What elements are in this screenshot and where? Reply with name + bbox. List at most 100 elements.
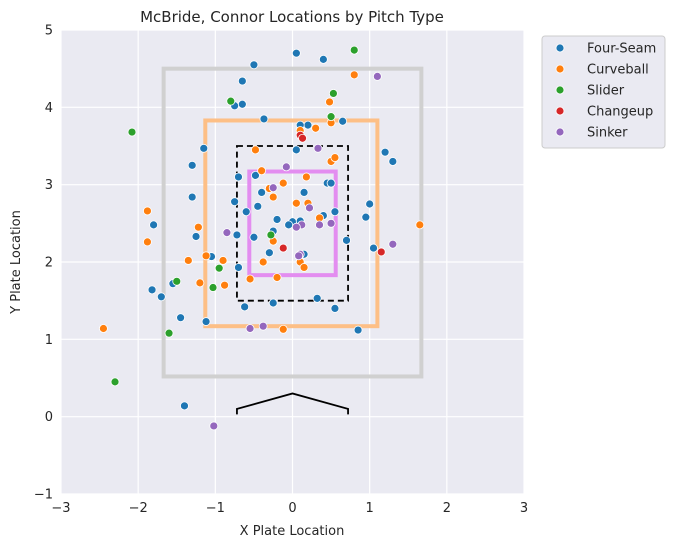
point-four-seam: [353, 325, 363, 335]
point-four-seam: [253, 201, 263, 211]
x-tick-label: −3: [51, 501, 70, 516]
point-four-seam: [180, 401, 189, 411]
point-slider: [127, 127, 137, 137]
point-curveball: [257, 166, 267, 176]
point-curveball: [268, 192, 278, 202]
legend-label-sinker: Sinker: [587, 126, 628, 141]
point-four-seam: [380, 147, 390, 157]
point-four-seam: [259, 114, 269, 124]
y-tick-label: 4: [45, 101, 53, 116]
point-four-seam: [303, 120, 313, 130]
legend: Four-Seam Curveball Slider Changeup Sinker: [541, 35, 666, 149]
point-curveball: [195, 278, 205, 288]
x-tick-label: 1: [366, 501, 374, 516]
point-four-seam: [330, 303, 340, 313]
x-axis-label: X Plate Location: [240, 524, 345, 539]
y-tick-label: 1: [45, 333, 53, 348]
point-sinker: [372, 72, 382, 81]
point-slider: [328, 89, 338, 98]
legend-marker-sinker: [555, 127, 565, 137]
data-points: [99, 45, 425, 431]
legend-marker-slider: [555, 85, 565, 95]
point-four-seam: [237, 99, 247, 109]
x-tick-label: −2: [129, 501, 148, 516]
y-axis-label: Y Plate Location: [9, 210, 24, 315]
point-curveball: [220, 280, 229, 290]
point-four-seam: [230, 197, 240, 207]
point-four-seam: [234, 263, 243, 272]
point-four-seam: [234, 172, 243, 182]
point-sinker: [315, 220, 324, 230]
point-four-seam: [249, 232, 259, 242]
grid: [60, 29, 525, 495]
point-four-seam: [272, 215, 282, 224]
legend-marker-four-seam: [555, 43, 565, 53]
point-sinker: [258, 321, 268, 331]
orange-zone: [203, 118, 380, 329]
point-curveball: [258, 257, 268, 267]
point-changeup: [298, 133, 307, 143]
legend-label-four-seam: Four-Seam: [587, 42, 656, 57]
point-four-seam: [241, 207, 251, 217]
point-curveball: [272, 273, 282, 282]
point-four-seam: [257, 187, 267, 197]
point-curveball: [193, 222, 203, 232]
legend-marker-curveball: [555, 64, 565, 74]
point-four-seam: [284, 220, 294, 230]
point-sinker: [222, 228, 232, 238]
point-sinker: [209, 421, 219, 431]
point-sinker: [388, 239, 398, 249]
point-four-seam: [342, 235, 351, 245]
point-four-seam: [149, 220, 159, 230]
point-four-seam: [318, 54, 328, 64]
point-four-seam: [264, 248, 274, 258]
point-four-seam: [147, 285, 157, 295]
point-four-seam: [249, 60, 259, 70]
point-curveball: [415, 220, 425, 230]
point-four-seam: [191, 232, 201, 241]
point-curveball: [325, 97, 334, 107]
point-slider: [172, 276, 182, 286]
point-four-seam: [176, 313, 186, 323]
point-slider: [349, 45, 359, 55]
point-curveball: [143, 206, 152, 216]
point-curveball: [143, 237, 152, 247]
point-curveball: [278, 178, 288, 188]
x-tick-label: 2: [443, 501, 451, 516]
point-slider: [164, 328, 174, 338]
point-four-seam: [299, 187, 309, 197]
y-tick-label: 2: [45, 256, 53, 271]
point-curveball: [99, 324, 108, 333]
legend-label-curveball: Curveball: [587, 63, 649, 78]
strike-zone: [236, 145, 349, 302]
point-four-seam: [326, 178, 336, 188]
point-four-seam: [232, 230, 242, 240]
point-slider: [110, 377, 120, 387]
point-four-seam: [330, 207, 340, 217]
point-slider: [214, 263, 224, 273]
point-curveball: [201, 251, 211, 261]
point-slider: [266, 230, 276, 240]
point-slider: [208, 283, 218, 292]
y-tick-label: −1: [34, 488, 53, 503]
point-four-seam: [338, 116, 348, 126]
y-tick-labels: −1 0 1 2 3 4 5: [34, 24, 53, 503]
point-sinker: [281, 162, 291, 172]
point-four-seam: [187, 192, 197, 202]
point-curveball: [330, 153, 340, 163]
point-sinker: [305, 203, 314, 213]
point-curveball: [349, 70, 359, 80]
point-four-seam: [199, 143, 209, 153]
point-curveball: [183, 256, 193, 265]
legend-marker-changeup: [555, 106, 565, 116]
point-four-seam: [156, 292, 166, 302]
point-four-seam: [365, 199, 375, 209]
point-sinker: [245, 324, 255, 333]
point-sinker: [291, 222, 301, 232]
point-curveball: [291, 198, 301, 208]
chart-title: McBride, Connor Locations by Pitch Type: [140, 8, 444, 26]
x-tick-label: 0: [288, 501, 296, 516]
point-sinker: [326, 218, 336, 228]
x-tick-label: −1: [206, 501, 225, 516]
